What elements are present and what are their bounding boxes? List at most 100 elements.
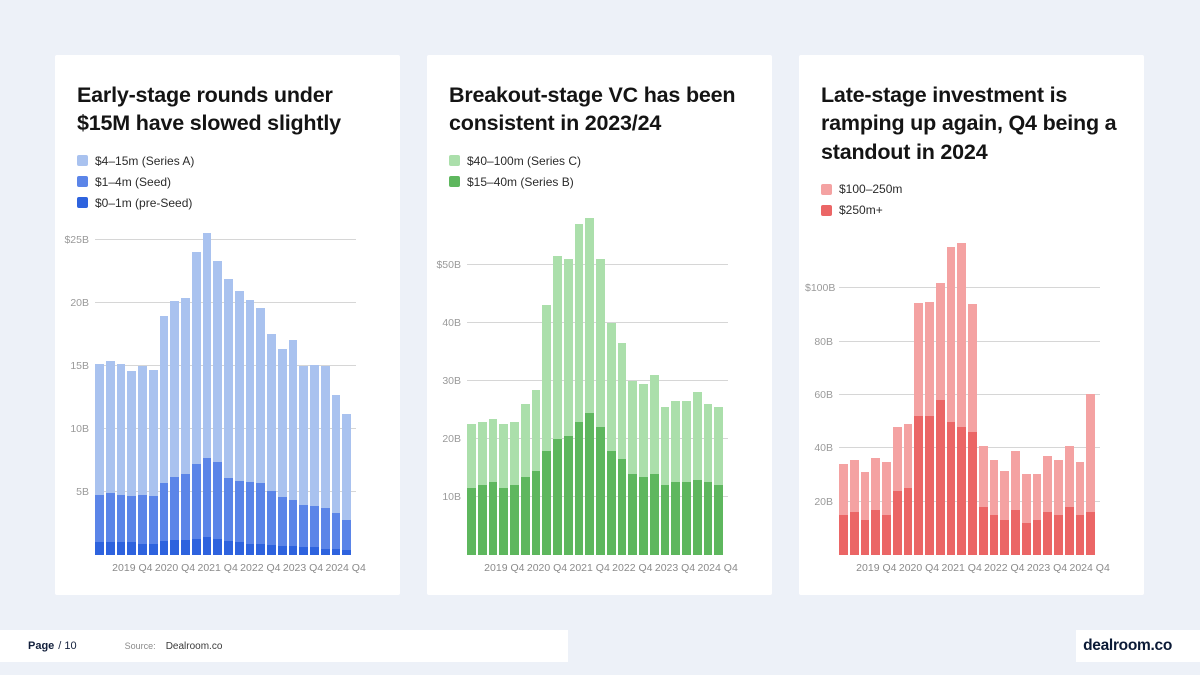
bar-segment (1086, 512, 1095, 555)
panel-title: Early-stage rounds under $15M have slowe… (77, 83, 341, 136)
gridline (839, 287, 1100, 289)
legend-item: $0–1m (pre-Seed) (77, 196, 378, 210)
legend-label: $15–40m (Series B) (467, 174, 574, 189)
x-axis-label: 2022 Q4 (612, 562, 653, 574)
bar (288, 228, 298, 555)
chart: $25B 20B 15B 10B 5B 2019 Q4 2020 Q4 2021 Q4 2022… (61, 228, 366, 574)
bar-segment (277, 497, 287, 547)
bar-segment (105, 493, 115, 543)
legend: $4–15m (Series A) $1–4m (Seed) $0–1m (pre-… (77, 154, 378, 210)
bar-segment (467, 424, 476, 489)
bar-segment (860, 472, 870, 521)
x-axis-label: 2020 Q4 (154, 562, 196, 574)
bar-segment (925, 416, 934, 555)
panel-late-stage: Late-stage investment is ramping up agai… (799, 55, 1144, 595)
bar-segment (267, 333, 276, 491)
bar (467, 207, 476, 555)
bar-segment (477, 421, 487, 486)
bar (692, 207, 702, 555)
x-axis-label: 2021 Q4 (197, 562, 238, 574)
bar-segment (839, 515, 848, 555)
bar-segment (968, 304, 977, 433)
bar-segment (1011, 451, 1020, 510)
y-axis-label: 10B (442, 490, 461, 503)
bar-segment (331, 513, 341, 549)
legend: $40–100m (Series C) $15–40m (Series B) (449, 154, 750, 189)
bar-segment (1064, 507, 1074, 555)
bar-segment (671, 482, 680, 555)
bar-segment (488, 482, 498, 555)
bar-segment (342, 519, 351, 550)
legend-item: $250m+ (821, 203, 1122, 217)
bar-segment (978, 445, 988, 508)
bar-segment (288, 499, 298, 547)
bar-segment (299, 504, 308, 548)
y-axis-label: 15B (70, 360, 89, 373)
bar-segment (914, 416, 923, 555)
bar-segment (148, 543, 158, 555)
bar-segment (127, 542, 136, 555)
bar (978, 235, 988, 555)
bar-segment (310, 547, 319, 555)
bar (1054, 235, 1063, 555)
page-number: / 10 (58, 640, 77, 652)
bar-segment (574, 421, 584, 555)
bar (660, 207, 670, 555)
bar (1011, 235, 1020, 555)
bar (1032, 235, 1042, 555)
bar (159, 228, 169, 555)
bar-segment (1064, 445, 1074, 508)
bar (181, 228, 190, 555)
legend-label: $1–4m (Seed) (95, 174, 172, 189)
bar (267, 228, 276, 555)
bar (671, 207, 680, 555)
bar-segment (860, 520, 870, 555)
bar (606, 207, 616, 555)
legend-swatch (821, 183, 832, 195)
bar-segment (159, 541, 169, 555)
bar-segment (892, 427, 902, 492)
bar-segment (925, 301, 934, 417)
page-label: Page (28, 640, 55, 652)
bar-segment (639, 383, 648, 477)
y-axis-label: 60B (814, 389, 833, 402)
bar-segment (331, 548, 341, 555)
bar (213, 228, 222, 555)
bar-segment (1032, 473, 1042, 521)
legend-label: $100–250m (839, 182, 903, 197)
x-axis-label: 2024 Q4 (697, 562, 738, 574)
bar (531, 207, 541, 555)
bar (138, 228, 147, 555)
bar-segment (320, 366, 330, 509)
panel-early-stage: Early-stage rounds under $15M have slowe… (55, 55, 400, 595)
bar (596, 207, 605, 555)
legend-item: $4–15m (Series A) (77, 154, 378, 168)
bar-segment (553, 438, 562, 555)
bar-segment (159, 315, 169, 484)
bar-segment (946, 247, 956, 422)
bar-segment (542, 450, 551, 555)
bar (510, 207, 519, 555)
bar-segment (181, 539, 190, 555)
x-axis-label: 2019 Q4 (112, 562, 153, 574)
legend-item: $15–40m (Series B) (449, 175, 750, 189)
bar-segment (978, 507, 988, 555)
x-axis-label: 2023 Q4 (282, 562, 324, 574)
bar (714, 207, 723, 555)
bar (703, 207, 713, 555)
bar-segment (531, 389, 541, 471)
x-axis-label: 2023 Q4 (654, 562, 696, 574)
bar-segment (1086, 393, 1095, 513)
chart: $50B 40B 30B 20B 10B 2019 Q4 2020 Q4 2021 Q4 202… (433, 207, 738, 574)
bar-segment (310, 505, 319, 548)
bar-segment (989, 515, 999, 555)
legend-swatch (821, 204, 832, 216)
bar-segment (202, 458, 212, 538)
bar (935, 235, 945, 555)
bar (95, 228, 104, 555)
bar-segment (1000, 471, 1009, 521)
bar-segment (849, 460, 859, 513)
bar-segment (510, 421, 519, 486)
bar-segment (649, 375, 659, 474)
bar-segment (882, 515, 891, 555)
